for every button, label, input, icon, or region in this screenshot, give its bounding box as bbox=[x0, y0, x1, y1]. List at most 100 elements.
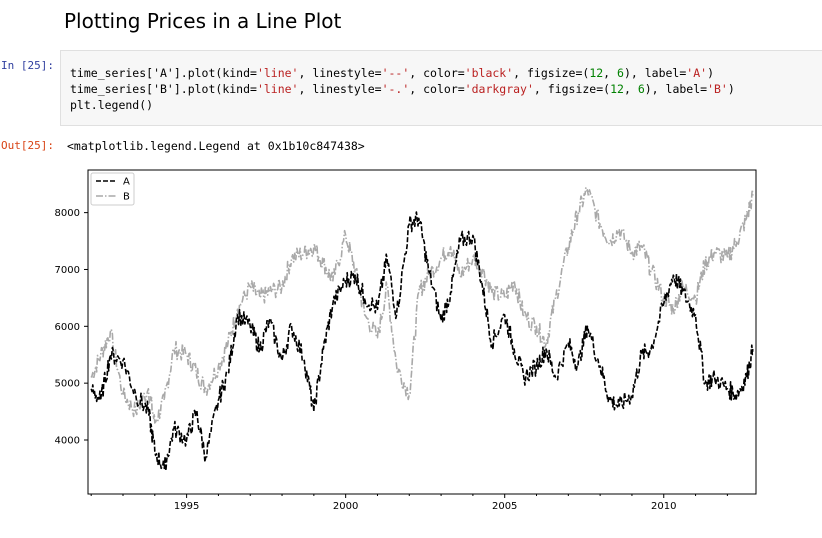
data-point-a bbox=[396, 314, 397, 315]
data-point-a bbox=[587, 326, 588, 327]
data-point-b bbox=[727, 258, 728, 259]
data-point-b bbox=[523, 314, 524, 315]
data-point-a bbox=[269, 320, 270, 321]
data-point-b bbox=[377, 337, 378, 338]
data-point-a bbox=[568, 343, 569, 344]
data-point-a bbox=[164, 468, 165, 469]
data-point-b bbox=[196, 371, 197, 372]
data-point-a bbox=[727, 388, 728, 389]
data-point-b bbox=[154, 422, 155, 423]
series-a-line bbox=[90, 211, 754, 472]
data-point-a bbox=[148, 411, 149, 412]
data-point-b bbox=[291, 258, 292, 259]
data-point-a bbox=[227, 371, 228, 372]
data-point-b bbox=[504, 297, 505, 298]
y-tick-label: 8000 bbox=[55, 208, 80, 219]
data-point-a bbox=[705, 383, 706, 384]
data-point-a bbox=[600, 366, 601, 367]
data-point-b bbox=[148, 388, 149, 389]
data-point-b bbox=[91, 377, 92, 378]
data-point-b bbox=[641, 246, 642, 247]
output-prompt: Out[25]: bbox=[1, 139, 54, 152]
data-point-b bbox=[450, 246, 451, 247]
data-point-a bbox=[482, 286, 483, 287]
x-tick-label: 2010 bbox=[651, 501, 676, 512]
data-point-a bbox=[332, 303, 333, 304]
data-point-b bbox=[609, 241, 610, 242]
data-point-a bbox=[609, 400, 610, 401]
data-point-b bbox=[281, 286, 282, 287]
data-point-b bbox=[555, 297, 556, 298]
data-point-a bbox=[514, 349, 515, 350]
data-point-b bbox=[345, 235, 346, 236]
data-point-b bbox=[428, 275, 429, 276]
series-b-line bbox=[90, 187, 754, 424]
data-point-a bbox=[746, 377, 747, 378]
x-tick-label: 2000 bbox=[333, 501, 358, 512]
legend-label-b: B bbox=[123, 192, 130, 203]
data-point-b bbox=[205, 388, 206, 389]
data-point-b bbox=[135, 411, 136, 412]
data-point-b bbox=[313, 246, 314, 247]
data-point-b bbox=[482, 269, 483, 270]
output-text: <matplotlib.legend.Legend at 0x1b10c8474… bbox=[67, 139, 365, 153]
data-point-a bbox=[386, 258, 387, 259]
data-point-b bbox=[100, 354, 101, 355]
data-point-a bbox=[472, 235, 473, 236]
input-prompt: In [25]: bbox=[1, 59, 54, 72]
data-point-a bbox=[546, 349, 547, 350]
x-tick-label: 1995 bbox=[174, 501, 199, 512]
data-point-b bbox=[386, 286, 387, 287]
data-point-a bbox=[695, 314, 696, 315]
code-cell[interactable]: time_series['A'].plot(kind='line', lines… bbox=[60, 50, 822, 126]
data-point-a bbox=[91, 388, 92, 389]
data-point-b bbox=[418, 292, 419, 293]
code-line-1: time_series['A'].plot(kind='line', lines… bbox=[70, 66, 714, 80]
data-point-b bbox=[396, 366, 397, 367]
data-point-a bbox=[364, 297, 365, 298]
data-point-b bbox=[746, 218, 747, 219]
data-point-a bbox=[409, 223, 410, 224]
data-point-b bbox=[705, 263, 706, 264]
data-point-a bbox=[345, 280, 346, 281]
data-point-a bbox=[418, 218, 419, 219]
legend-box bbox=[90, 172, 135, 206]
data-point-a bbox=[523, 377, 524, 378]
data-point-b bbox=[491, 292, 492, 293]
data-point-a bbox=[355, 275, 356, 276]
data-point-b bbox=[218, 366, 219, 367]
data-point-a bbox=[650, 349, 651, 350]
data-point-a bbox=[714, 377, 715, 378]
data-point-b bbox=[364, 314, 365, 315]
data-point-a bbox=[259, 349, 260, 350]
data-point-a bbox=[736, 394, 737, 395]
data-point-b bbox=[695, 297, 696, 298]
data-point-a bbox=[173, 428, 174, 429]
data-point-a bbox=[135, 394, 136, 395]
section-heading: Plotting Prices in a Line Plot bbox=[64, 9, 342, 33]
data-point-b bbox=[514, 280, 515, 281]
data-point-b bbox=[546, 343, 547, 344]
data-point-a bbox=[460, 241, 461, 242]
data-point-b bbox=[164, 400, 165, 401]
y-tick-label: 6000 bbox=[55, 322, 80, 333]
data-point-a bbox=[663, 303, 664, 304]
y-tick-label: 4000 bbox=[55, 436, 80, 447]
data-point-b bbox=[441, 258, 442, 259]
data-point-a bbox=[631, 394, 632, 395]
data-point-b bbox=[600, 223, 601, 224]
data-point-a bbox=[377, 309, 378, 310]
data-point-b bbox=[355, 269, 356, 270]
data-point-b bbox=[673, 309, 674, 310]
y-tick-label: 7000 bbox=[55, 265, 80, 276]
data-point-a bbox=[752, 349, 753, 350]
data-point-a bbox=[491, 343, 492, 344]
x-tick-label: 2005 bbox=[492, 501, 517, 512]
data-point-a bbox=[313, 411, 314, 412]
data-point-a bbox=[673, 275, 674, 276]
data-point-a bbox=[555, 377, 556, 378]
data-point-a bbox=[323, 349, 324, 350]
data-point-b bbox=[186, 354, 187, 355]
series-a bbox=[90, 211, 754, 472]
